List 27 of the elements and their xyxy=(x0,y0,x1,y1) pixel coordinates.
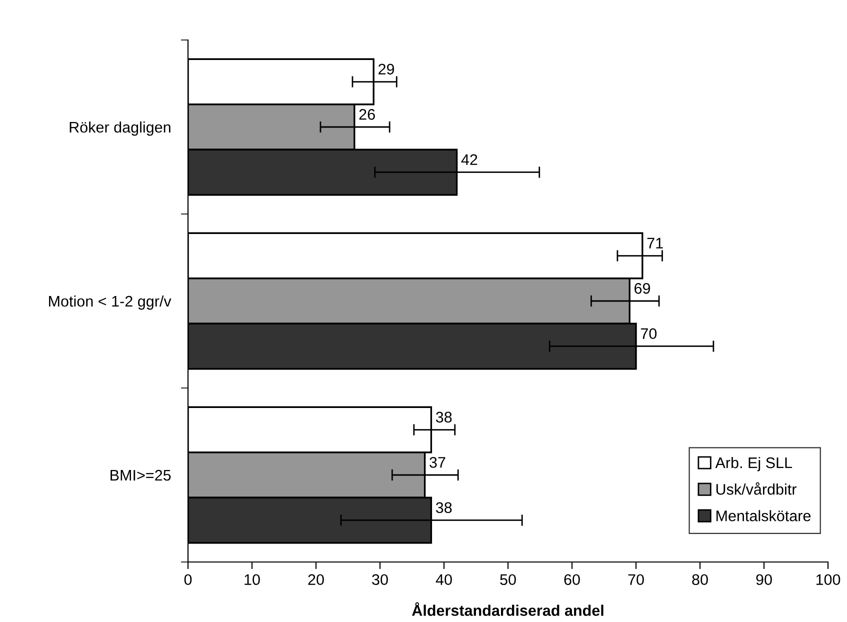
data-label: 29 xyxy=(378,64,394,75)
data-label: 42 xyxy=(461,154,478,165)
y-tick-label: BMI>=25 xyxy=(110,470,171,481)
x-tick-label: 90 xyxy=(756,574,772,586)
data-label: 37 xyxy=(430,456,446,468)
y-tick-label: Motion < 1-2 ggr/v xyxy=(49,295,172,310)
x-tick-label: 10 xyxy=(244,574,260,586)
data-label: 71 xyxy=(647,238,663,248)
y-tick-label: Röker dagligen xyxy=(70,121,170,136)
x-tick-label: 20 xyxy=(308,574,324,586)
data-label: 38 xyxy=(436,412,452,423)
x-tick-label: 60 xyxy=(564,574,580,586)
legend-label: Usk/vårdbitr xyxy=(716,482,796,495)
x-axis-title: Ålderstandardiserad andel xyxy=(412,602,604,616)
x-tick-label: 40 xyxy=(436,574,452,586)
x-tick-label: 0 xyxy=(184,574,192,586)
data-label: 26 xyxy=(359,108,375,120)
x-tick-label: 80 xyxy=(692,574,708,586)
x-tick-label: 70 xyxy=(628,574,644,586)
legend-label: Arb. Ej SLL xyxy=(715,456,792,472)
data-label: 70 xyxy=(640,328,657,340)
data-label: 69 xyxy=(634,282,650,294)
x-tick-label: 100 xyxy=(816,574,840,586)
legend-label: Mentalskötare xyxy=(716,510,811,522)
x-tick-label: 50 xyxy=(500,574,516,586)
data-label: 38 xyxy=(436,502,452,514)
x-tick-label: 30 xyxy=(372,574,388,586)
